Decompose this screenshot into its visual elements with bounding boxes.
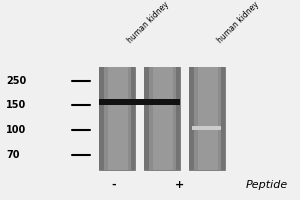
Bar <box>207 67 208 170</box>
Bar <box>198 67 200 170</box>
FancyBboxPatch shape <box>189 67 225 170</box>
Bar <box>144 67 146 170</box>
Bar <box>131 67 133 170</box>
Bar <box>108 67 110 170</box>
FancyBboxPatch shape <box>99 67 135 170</box>
Bar <box>126 67 127 170</box>
Bar <box>172 67 174 170</box>
Bar <box>124 67 126 170</box>
Text: human kidney: human kidney <box>216 0 261 45</box>
FancyBboxPatch shape <box>144 67 180 170</box>
Bar <box>113 67 115 170</box>
Bar <box>104 67 106 170</box>
Bar <box>129 67 131 170</box>
Bar <box>99 99 135 105</box>
Bar <box>196 67 198 170</box>
Bar <box>128 67 129 170</box>
Bar <box>112 67 113 170</box>
Bar <box>156 67 158 170</box>
Bar <box>135 99 180 105</box>
Text: 70: 70 <box>6 150 20 160</box>
Bar <box>158 67 160 170</box>
Bar <box>212 67 214 170</box>
Bar <box>189 67 190 170</box>
Bar <box>219 67 221 170</box>
Bar <box>118 67 120 170</box>
Text: 100: 100 <box>6 125 26 135</box>
Bar <box>210 67 212 170</box>
Bar <box>174 67 176 170</box>
Bar <box>169 67 171 170</box>
Bar <box>154 67 156 170</box>
Bar <box>201 67 203 170</box>
Bar <box>221 67 223 170</box>
Bar <box>165 67 167 170</box>
Bar <box>200 67 201 170</box>
Bar <box>192 67 194 170</box>
Bar <box>120 67 122 170</box>
Bar <box>203 67 205 170</box>
Bar <box>218 67 219 170</box>
Bar <box>101 67 103 170</box>
Bar <box>205 67 207 170</box>
Bar <box>147 67 149 170</box>
Bar <box>151 67 153 170</box>
Bar <box>146 67 147 170</box>
Bar <box>160 67 162 170</box>
Bar <box>106 67 108 170</box>
Text: +: + <box>175 180 184 190</box>
Bar <box>167 67 169 170</box>
Bar <box>122 67 124 170</box>
Bar <box>133 67 135 170</box>
Bar <box>110 67 112 170</box>
Bar <box>194 67 196 170</box>
Bar <box>164 67 165 170</box>
Bar <box>190 67 192 170</box>
Bar <box>214 67 216 170</box>
Bar <box>115 67 117 170</box>
Text: 250: 250 <box>6 76 26 86</box>
Bar <box>103 67 104 170</box>
Text: -: - <box>112 180 116 190</box>
Bar <box>99 67 101 170</box>
Bar <box>171 67 172 170</box>
Bar <box>178 67 180 170</box>
Bar <box>208 67 210 170</box>
Bar <box>162 67 164 170</box>
Bar <box>117 67 118 170</box>
Bar <box>192 126 221 130</box>
Bar <box>153 67 154 170</box>
Bar <box>149 67 151 170</box>
Text: Peptide: Peptide <box>246 180 288 190</box>
Bar <box>223 67 225 170</box>
Text: 150: 150 <box>6 100 26 110</box>
Bar <box>176 67 178 170</box>
Text: human kidney: human kidney <box>126 0 171 45</box>
Bar <box>216 67 218 170</box>
